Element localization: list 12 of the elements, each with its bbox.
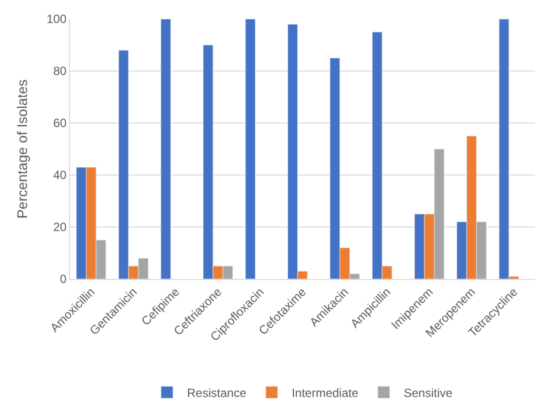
legend-label: Sensitive (404, 386, 453, 400)
y-tick-label: 40 (53, 168, 67, 182)
legend-label: Intermediate (292, 386, 359, 400)
y-tick-label: 60 (53, 116, 67, 130)
y-tick-label: 0 (60, 272, 67, 286)
legend-label: Resistance (187, 386, 247, 400)
y-tick-label: 80 (53, 64, 67, 78)
bar (160, 19, 171, 279)
bar (245, 19, 256, 279)
y-tick-label: 100 (46, 12, 67, 26)
y-axis-title: Percentage of Isolates (14, 79, 30, 219)
y-tick-label: 20 (53, 220, 67, 234)
